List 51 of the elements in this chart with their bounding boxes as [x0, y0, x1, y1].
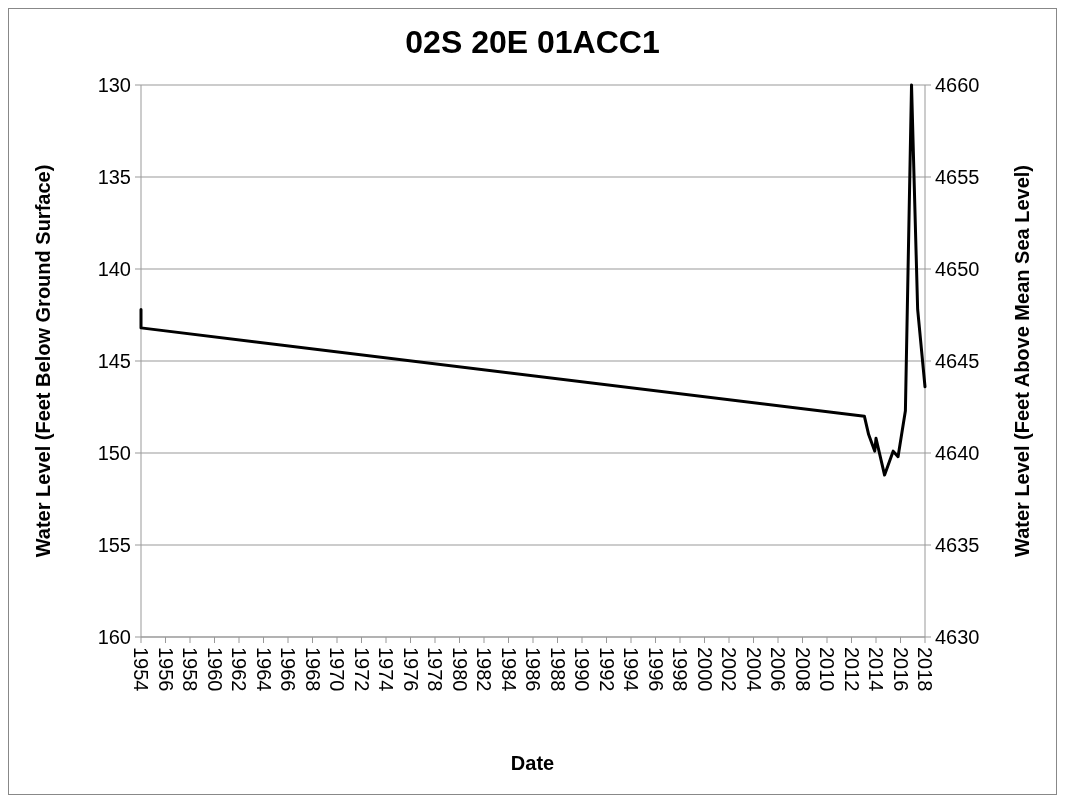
x-tick-label: 1992 [595, 647, 618, 692]
y2-tick-label: 4630 [935, 626, 980, 648]
x-tick-label: 2000 [693, 647, 716, 692]
x-tick-label: 1976 [399, 647, 422, 692]
y2-tick-label: 4655 [935, 166, 980, 188]
x-tick-label: 2012 [840, 647, 863, 692]
y-tick-label: 130 [97, 74, 131, 96]
x-tick-label: 1990 [571, 647, 593, 692]
y-tick-label: 140 [97, 258, 131, 280]
y2-tick-label: 4650 [935, 258, 980, 280]
x-tick-label: 1966 [277, 647, 299, 692]
x-tick-label: 2016 [889, 647, 912, 692]
y2-tick-label: 4640 [935, 442, 980, 464]
x-axis-title: Date [510, 752, 555, 774]
x-tick-label: 2002 [718, 647, 740, 692]
y-axis-title: Water Level (Feet Below Ground Surface) [32, 164, 54, 558]
y-tick-label: 150 [97, 442, 131, 464]
y2-tick-label: 4635 [935, 534, 980, 556]
x-tick-label: 1982 [473, 647, 495, 692]
x-tick-label: 1996 [644, 647, 667, 692]
x-tick-label: 2018 [914, 647, 936, 692]
x-tick-label: 2006 [767, 647, 789, 692]
x-tick-label: 2010 [816, 647, 838, 692]
y2-axis-title: Water Level (Feet Above Mean Sea Level) [1011, 165, 1033, 557]
y-tick-label: 160 [97, 626, 131, 648]
x-tick-label: 1994 [620, 647, 642, 692]
x-tick-label: 2004 [742, 647, 765, 692]
x-tick-label: 1964 [252, 647, 275, 692]
x-tick-label: 1968 [301, 647, 324, 692]
x-tick-label: 1978 [424, 647, 446, 692]
y-tick-label: 145 [97, 350, 131, 372]
x-tick-label: 2008 [791, 647, 814, 692]
x-tick-label: 1972 [350, 647, 373, 692]
y-tick-label: 135 [97, 166, 131, 188]
x-tick-label: 1998 [669, 647, 691, 692]
x-tick-label: 1954 [130, 647, 152, 692]
chart-title: 02S 20E 01ACC1 [405, 24, 660, 60]
x-tick-label: 1980 [448, 647, 471, 692]
x-tick-label: 1986 [522, 647, 544, 692]
y2-tick-label: 4645 [935, 350, 980, 372]
x-tick-label: 1962 [228, 647, 250, 692]
x-tick-label: 1956 [154, 647, 177, 692]
x-tick-label: 1970 [326, 647, 348, 692]
x-tick-label: 2014 [865, 647, 887, 692]
y2-tick-label: 4660 [935, 74, 980, 96]
y-tick-label: 155 [97, 534, 131, 556]
x-tick-label: 1984 [497, 647, 520, 692]
x-tick-label: 1974 [375, 647, 397, 692]
x-tick-label: 1988 [546, 647, 569, 692]
x-tick-label: 1958 [179, 647, 201, 692]
x-tick-label: 1960 [203, 647, 226, 692]
